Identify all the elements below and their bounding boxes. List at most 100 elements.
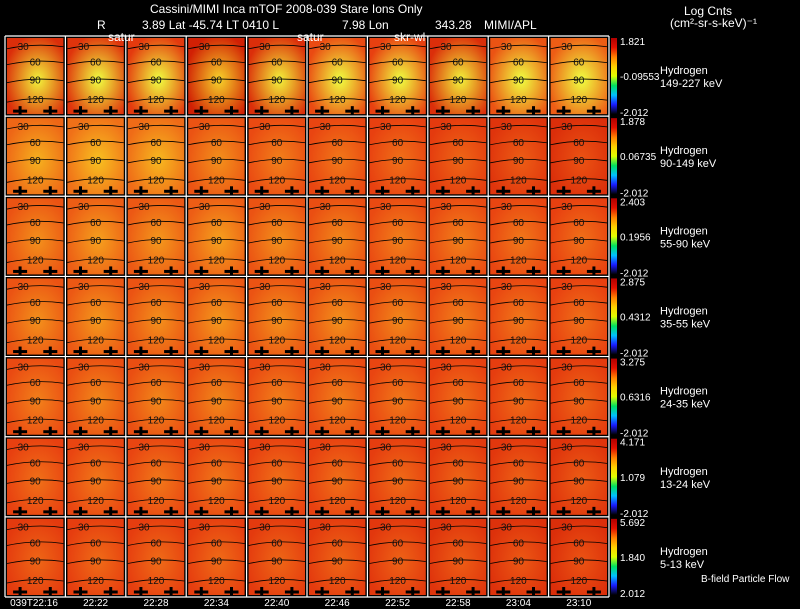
heatmap-cell <box>309 278 366 355</box>
contour-line <box>6 60 64 66</box>
contour-line <box>6 541 64 546</box>
contour-label: 30 <box>320 442 332 453</box>
contour-label: 60 <box>271 298 283 309</box>
contour-line <box>490 579 547 584</box>
contour-label: 90 <box>332 396 344 407</box>
contour-line <box>248 461 306 466</box>
contour-line <box>248 220 306 226</box>
contour-label: 120 <box>27 95 44 106</box>
contour-line <box>490 285 547 290</box>
contour-label: 90 <box>90 236 102 247</box>
longitude-value: 343.28 <box>435 18 472 32</box>
contour-line <box>6 525 64 531</box>
heatmap-cell <box>490 278 547 355</box>
colorbar-max-label: 1.821 <box>620 37 645 48</box>
contour-label: 90 <box>573 557 585 568</box>
contour-label: 30 <box>18 282 30 293</box>
contour-line <box>369 124 426 130</box>
contour-label: 60 <box>573 539 585 550</box>
contour-line <box>6 479 64 484</box>
heatmap-cell <box>7 118 64 195</box>
contour-line <box>550 319 608 324</box>
contour-label: 90 <box>573 76 585 87</box>
heatmap-cell <box>429 118 487 195</box>
heatmap-cell <box>188 118 245 195</box>
heatmap-cell <box>490 518 547 595</box>
contour-line <box>67 158 124 164</box>
contour-label: 60 <box>211 218 223 229</box>
contour-line <box>490 238 547 244</box>
colorbar-min-label: -2.012 <box>620 349 649 360</box>
contour-line <box>188 124 245 130</box>
contour-label: 90 <box>452 316 464 327</box>
contour-line <box>490 541 547 546</box>
heatmap-cell <box>309 438 366 515</box>
heatmap-cell <box>188 278 245 355</box>
contour-line <box>6 559 64 564</box>
contour-line <box>188 258 245 263</box>
contour-line <box>429 140 487 146</box>
contour-label: 30 <box>380 523 392 534</box>
contour-line <box>429 525 487 531</box>
contour-label: 120 <box>148 336 165 347</box>
colorbar-min-label: -2.012 <box>620 509 649 520</box>
contour-label: 120 <box>27 496 44 507</box>
contour-label: 30 <box>320 362 332 373</box>
contour-label: 30 <box>18 362 30 373</box>
heatmap-cell <box>550 518 607 595</box>
contour-line <box>127 258 185 263</box>
contour-label: 90 <box>211 236 223 247</box>
contour-line <box>248 365 306 370</box>
contour-label: 120 <box>510 255 527 266</box>
contour-label: 30 <box>440 523 452 534</box>
contour-line <box>127 338 185 343</box>
contour-label: 30 <box>440 282 452 293</box>
species-label: Hydrogen <box>660 466 708 478</box>
species-label: Hydrogen <box>660 145 708 157</box>
contour-label: 30 <box>380 362 392 373</box>
contour-line <box>188 479 245 484</box>
contour-label: 120 <box>570 175 587 186</box>
contour-line <box>369 158 426 164</box>
contour-label: 60 <box>392 378 404 389</box>
heatmap-cell <box>248 358 305 435</box>
contour-label: 30 <box>259 362 271 373</box>
contour-label: 90 <box>513 396 525 407</box>
contour-label: 60 <box>452 138 464 149</box>
energy-range-label: 55-90 keV <box>660 238 711 250</box>
contour-label: 30 <box>380 442 392 453</box>
heatmap-cell <box>490 118 547 195</box>
contour-line <box>429 78 487 84</box>
contour-line <box>67 78 124 84</box>
colorbar-min-label: 2.012 <box>620 589 645 600</box>
contour-label: 30 <box>138 523 150 534</box>
contour-line <box>550 399 608 404</box>
contour-label: 120 <box>208 95 225 106</box>
contour-label: 120 <box>208 336 225 347</box>
contour-label: 30 <box>259 282 271 293</box>
contour-label: 60 <box>392 458 404 469</box>
heatmap-cell <box>248 438 305 515</box>
contour-line <box>550 205 608 210</box>
colorbar-max-label: 2.875 <box>620 277 645 288</box>
contour-line <box>369 418 426 424</box>
contour-line <box>248 44 306 50</box>
contour-line <box>369 559 426 564</box>
colorbar-mid-label: 0.4312 <box>620 313 651 324</box>
contour-label: 90 <box>150 236 162 247</box>
contour-line <box>308 541 366 546</box>
contour-line <box>248 319 306 324</box>
contour-label: 90 <box>90 76 102 87</box>
contour-line <box>490 461 547 466</box>
organization-label: MIMI/APL <box>484 18 537 32</box>
time-tick-label: 22:28 <box>143 598 168 609</box>
contour-line <box>6 78 64 84</box>
heatmap-cell <box>7 38 64 115</box>
contour-line <box>429 461 487 466</box>
contour-line <box>550 220 608 226</box>
contour-line <box>248 399 306 404</box>
contour-label: 120 <box>268 496 285 507</box>
heatmap-cell <box>7 198 64 275</box>
contour-label: 90 <box>150 76 162 87</box>
heatmap-cell <box>127 278 185 355</box>
